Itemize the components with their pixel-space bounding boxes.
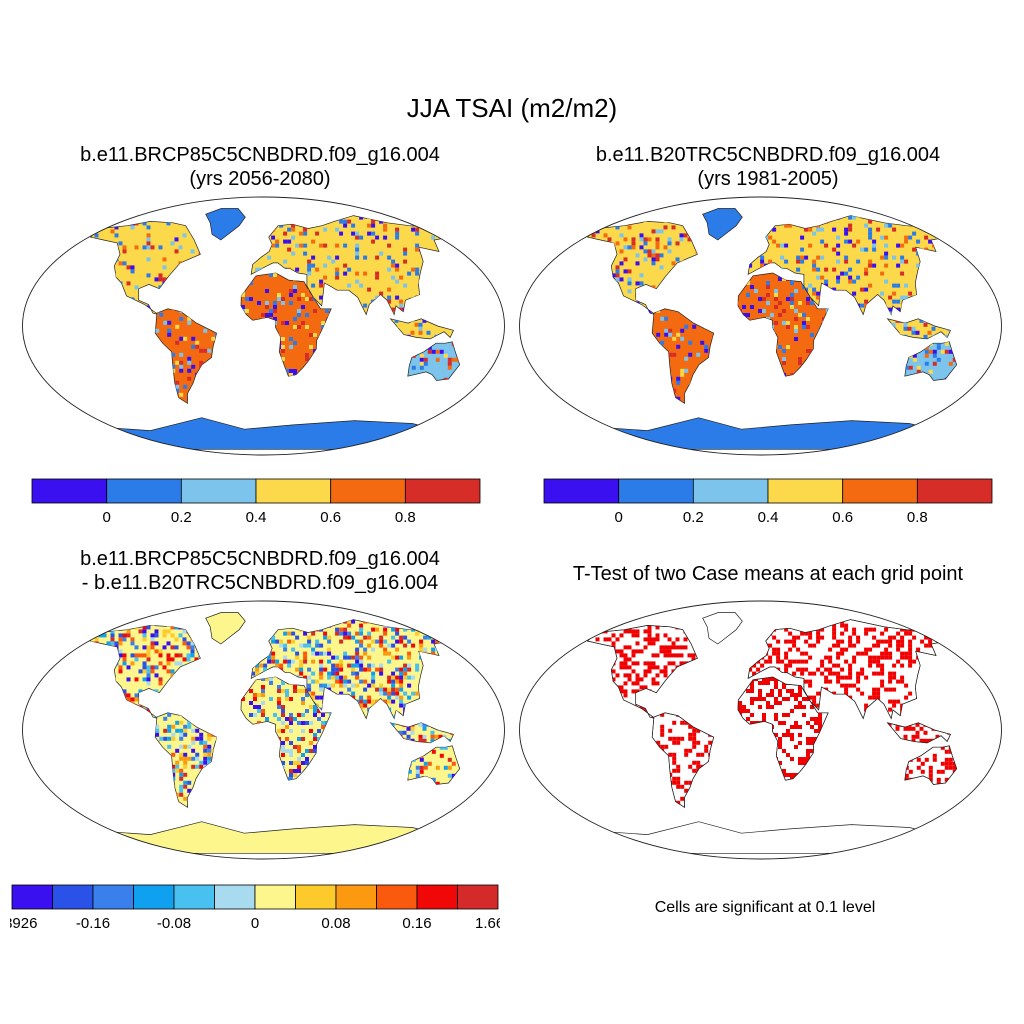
panel-2-title-line2: (yrs 1981-2005) (697, 168, 839, 190)
panel-1-title-line1: b.e11.BRCP85C5CNBDRD.f09_g16.004 (80, 144, 440, 166)
colorbar-tick-label: 0 (103, 509, 111, 526)
map-panel-historical (519, 196, 1002, 456)
landmass-greenland (205, 208, 246, 241)
colorbar-swatch (767, 478, 844, 504)
colorbar-tick-label: 0.16 (402, 915, 431, 932)
colorbar-swatch (618, 478, 694, 504)
map-border (22, 600, 505, 860)
colorbar-swatch (916, 478, 993, 504)
main-title: JJA TSAI (m2/m2) (406, 93, 618, 123)
colorbar-tick-label: 0 (251, 915, 259, 932)
colorbar-tick-label: 1.6636 (475, 915, 500, 932)
colorbar-tick-label: 0.8 (907, 509, 928, 526)
colorbar-swatch (52, 884, 94, 910)
landmass-eurasia (747, 215, 948, 316)
colorbar-tick-label: -1.3926 (10, 915, 37, 932)
colorbar-future: 0 0.2 0.4 0.6 0.8 (31, 478, 481, 526)
colorbar-swatch (692, 478, 769, 504)
colorbar-swatch (214, 884, 256, 910)
colorbar-tick-label: 0.4 (758, 509, 779, 526)
map-border (22, 196, 505, 456)
map-border (519, 600, 1002, 860)
colorbar-difference: -1.3926 -0.16 -0.08 0 0.08 0.16 1.6636 (10, 884, 500, 932)
colorbar-swatch (295, 884, 337, 910)
colorbar-swatch (173, 884, 215, 910)
landmass-antarctica (584, 417, 933, 450)
colorbar-tick-label: 0.4 (246, 509, 267, 526)
panel-2-title-line1: b.e11.B20TRC5CNBDRD.f09_g16.004 (595, 144, 941, 166)
colorbar-historical: 0 0.2 0.4 0.6 0.8 (543, 478, 993, 526)
colorbar-swatch (133, 884, 175, 910)
panel-3-title-line2: - b.e11.B20TRC5CNBDRD.f09_g16.004 (81, 572, 439, 594)
colorbar-swatch (180, 478, 257, 504)
panel-1-title: b.e11.BRCP85C5CNBDRD.f09_g16.004 (yrs 20… (20, 143, 500, 191)
landmass-antarctica (87, 417, 436, 450)
colorbar-swatch (330, 478, 406, 504)
colorbar-swatch (543, 478, 620, 504)
colorbar-tick-label: 0.6 (832, 509, 853, 526)
colorbar-swatch (31, 478, 108, 504)
map-panel-difference (22, 600, 505, 860)
landmass-antarctica (87, 821, 436, 854)
colorbar-tick-label: 0.2 (683, 509, 704, 526)
colorbar-tick-label: 0.2 (171, 509, 192, 526)
colorbar-swatch (106, 478, 182, 504)
colorbar-swatch (842, 478, 918, 504)
landmass-australia (904, 341, 958, 381)
landmass-south-america (651, 308, 715, 405)
map-panel-future (22, 196, 505, 456)
colorbar-swatch (376, 884, 418, 910)
landmass-antarctica (584, 821, 933, 854)
panel-1-title-line2: (yrs 2056-2080) (189, 168, 331, 190)
panel-4-title: T-Test of two Case means at each grid po… (528, 562, 1008, 586)
colorbar-tick-label: -0.08 (157, 915, 191, 932)
colorbar-swatch (335, 884, 377, 910)
colorbar-swatch (11, 884, 53, 910)
colorbar-tick-label: 0 (615, 509, 623, 526)
landmass-greenland (205, 612, 246, 645)
colorbar-swatch (457, 884, 499, 910)
panel-2-title: b.e11.B20TRC5CNBDRD.f09_g16.004 (yrs 198… (528, 143, 1008, 191)
landmass-greenland (702, 612, 743, 645)
colorbar-swatch (416, 884, 458, 910)
map-border (519, 196, 1002, 456)
colorbar-tick-label: -0.16 (76, 915, 110, 932)
colorbar-tick-label: 0.08 (321, 915, 350, 932)
panel-3-title-line1: b.e11.BRCP85C5CNBDRD.f09_g16.004 (80, 548, 440, 570)
landmass-greenland (702, 208, 743, 241)
map-panel-ttest (519, 600, 1002, 860)
panel-3-title: b.e11.BRCP85C5CNBDRD.f09_g16.004 - b.e11… (20, 547, 500, 595)
panel-4-title-line1: T-Test of two Case means at each grid po… (572, 563, 964, 585)
colorbar-swatch (254, 884, 296, 910)
colorbar-swatch (255, 478, 332, 504)
colorbar-tick-label: 0.6 (320, 509, 341, 526)
colorbar-swatch (92, 884, 134, 910)
colorbar-tick-label: 0.8 (395, 509, 416, 526)
significance-note: Cells are significant at 0.1 level (654, 899, 876, 916)
colorbar-swatch (404, 478, 481, 504)
